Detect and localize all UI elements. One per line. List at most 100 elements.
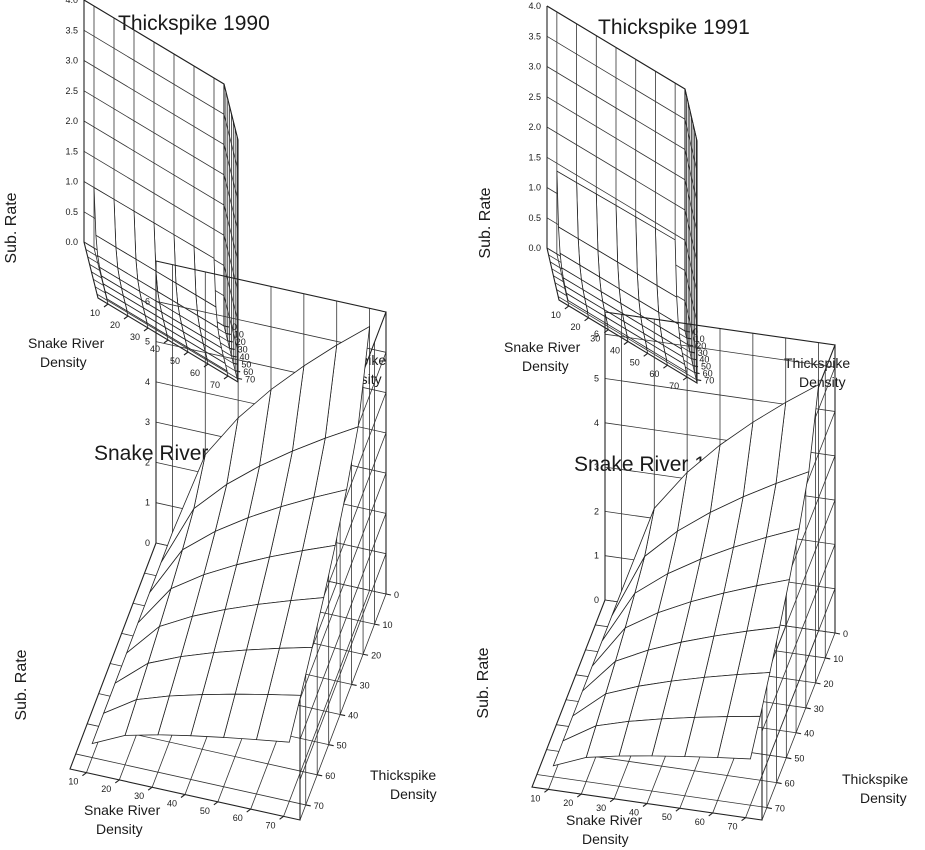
y-tick-label: 10 xyxy=(234,329,244,339)
z-tick-label: 0 xyxy=(594,595,599,605)
x-tick-mark xyxy=(246,808,252,813)
y-tick-label: 20 xyxy=(371,650,381,660)
x-tick-mark xyxy=(82,772,87,777)
y-tick-label: 70 xyxy=(704,376,714,386)
z-tick-label: 3.0 xyxy=(65,56,78,66)
y-tick-label: 10 xyxy=(833,654,843,664)
y-tick-mark xyxy=(328,744,334,747)
y-tick-mark xyxy=(227,340,233,343)
y-tick-mark xyxy=(786,757,792,760)
axes-frame xyxy=(531,312,763,821)
x-tick-label: 40 xyxy=(610,346,620,356)
y-tick-mark xyxy=(825,657,831,660)
y-axis-label: Density xyxy=(860,790,907,806)
chart-title: Thickspike 1990 xyxy=(118,12,270,35)
x-tick-label: 30 xyxy=(130,332,140,342)
y-tick-label: 60 xyxy=(703,369,713,379)
x-axis-ticks: 10 20 30 40 50 60 70 xyxy=(90,303,229,390)
y-tick-label: 40 xyxy=(804,729,814,739)
x-axis-label: Density xyxy=(582,831,629,847)
surface-mesh xyxy=(556,170,687,373)
z-tick-label: 4 xyxy=(594,418,599,428)
gridline xyxy=(557,296,697,380)
gridline xyxy=(83,0,239,141)
y-tick-mark xyxy=(229,347,235,350)
x-tick-mark xyxy=(203,363,209,368)
chart-panel-thickspike-1990: Thickspike 1990 0.0 0.5 1.0 1.5 2.0 2.5 3.0 3.5… xyxy=(0,0,462,425)
y-tick-label: 10 xyxy=(383,620,393,630)
gridline xyxy=(83,60,239,201)
x-tick-label: 40 xyxy=(167,799,177,809)
z-tick-label: 3.5 xyxy=(65,25,78,35)
y-tick-label: 70 xyxy=(314,801,324,811)
y-tick-mark xyxy=(385,593,392,596)
y-tick-mark xyxy=(776,782,782,785)
x-tick-label: 70 xyxy=(728,822,738,832)
y-tick-label: 40 xyxy=(348,711,358,721)
x-tick-label: 70 xyxy=(210,380,220,390)
z-tick-label: 4.0 xyxy=(65,0,78,5)
y-axis-label: Thickspike xyxy=(370,767,436,783)
x-tick-mark xyxy=(180,794,186,798)
z-tick-label: 0.5 xyxy=(65,207,78,217)
z-tick-label: 2 xyxy=(594,506,599,516)
x-axis-label: Density xyxy=(522,358,569,374)
y-tick-label: 60 xyxy=(785,779,795,789)
y-tick-mark xyxy=(834,632,841,635)
x-tick-mark xyxy=(576,793,582,798)
axes-frame xyxy=(83,0,239,141)
x-axis-ticks: 10 20 30 40 50 60 70 xyxy=(68,772,284,830)
y-tick-mark xyxy=(692,365,699,368)
x-tick-mark xyxy=(609,798,615,803)
y-tick-mark xyxy=(694,372,700,375)
surface-mesh xyxy=(93,186,228,372)
y-tick-label: 50 xyxy=(241,359,251,369)
z-tick-label: 4.0 xyxy=(528,1,541,11)
x-tick-mark xyxy=(682,376,688,381)
x-tick-mark xyxy=(584,317,589,322)
y-tick-mark xyxy=(233,362,239,365)
x-tick-label: 50 xyxy=(630,357,640,367)
surface-cell xyxy=(91,698,138,745)
x-tick-label: 20 xyxy=(563,798,573,808)
z-tick-label: 0.0 xyxy=(65,237,78,247)
z-tick-label: 2.5 xyxy=(528,92,541,102)
x-tick-mark xyxy=(708,812,714,817)
x-tick-mark xyxy=(183,351,189,356)
y-tick-label: 20 xyxy=(696,341,706,351)
x-tick-label: 50 xyxy=(200,806,210,816)
surface-plot: 0.00.51.01.52.02.53.03.54.01020304050607… xyxy=(3,0,386,390)
z-tick-label: 2 xyxy=(145,457,150,467)
y-tick-label: 0 xyxy=(232,322,237,332)
surface-cell xyxy=(552,725,597,767)
x-tick-label: 60 xyxy=(190,368,200,378)
x-axis-label: Density xyxy=(96,821,143,837)
z-tick-label: 1 xyxy=(594,551,599,561)
y-tick-label: 60 xyxy=(325,771,335,781)
y-tick-mark xyxy=(235,370,241,373)
y-axis-ticks: 0 10 20 30 40 50 60 70 xyxy=(305,590,399,811)
x-tick-mark xyxy=(143,327,149,332)
y-tick-mark xyxy=(340,713,346,717)
y-tick-mark xyxy=(317,774,323,777)
y-tick-label: 0 xyxy=(394,590,399,600)
y-tick-label: 50 xyxy=(701,362,711,372)
chart-panel-thickspike-1991: Thickspike 1991 0.0 0.5 1.0 1.5 2.0 2.5 3.0 3.5… xyxy=(462,0,925,425)
x-tick-mark xyxy=(623,341,629,345)
z-tick-label: 0.0 xyxy=(528,243,541,253)
x-axis-label: Density xyxy=(40,354,87,370)
y-tick-mark xyxy=(795,732,802,735)
x-tick-label: 50 xyxy=(170,356,180,366)
y-tick-mark xyxy=(815,682,821,685)
y-tick-mark xyxy=(374,623,380,626)
z-tick-label: 1.0 xyxy=(65,177,78,187)
y-tick-label: 0 xyxy=(843,629,848,639)
y-tick-label: 60 xyxy=(243,367,253,377)
x-tick-label: 10 xyxy=(530,793,540,803)
x-tick-mark xyxy=(279,815,284,820)
surface-mesh xyxy=(552,383,820,767)
y-tick-label: 70 xyxy=(245,374,255,384)
z-tick-label: 3.5 xyxy=(528,31,541,41)
x-tick-mark xyxy=(213,801,219,806)
axes-frame xyxy=(546,5,698,142)
